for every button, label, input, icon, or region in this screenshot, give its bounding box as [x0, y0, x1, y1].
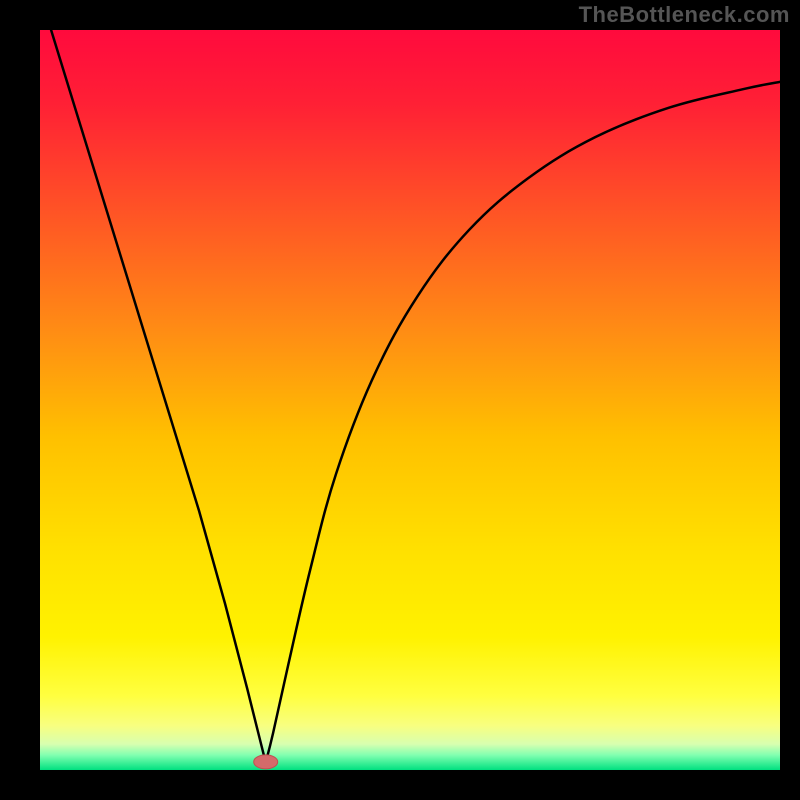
- chart-frame: TheBottleneck.com: [0, 0, 800, 800]
- watermark-text: TheBottleneck.com: [579, 2, 790, 28]
- gradient-background: [40, 30, 780, 770]
- bottleneck-chart: [40, 30, 780, 770]
- trough-marker: [254, 755, 278, 769]
